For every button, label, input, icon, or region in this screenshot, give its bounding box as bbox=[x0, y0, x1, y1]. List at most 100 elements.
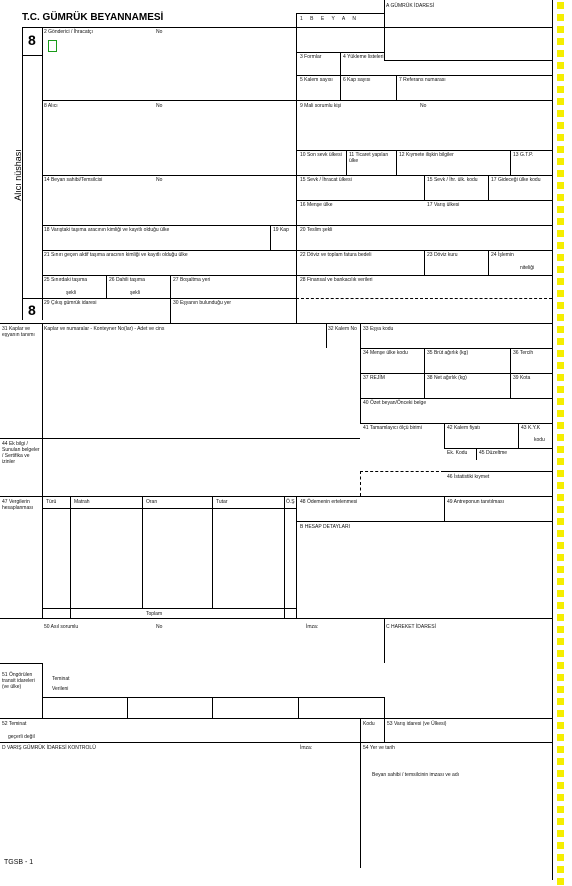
perforation-mark bbox=[557, 74, 564, 81]
tax-h0: Türü bbox=[46, 499, 57, 505]
f39-label: 39 Kota bbox=[513, 375, 531, 381]
f31-label: 31 Kaplar ve eşyanın tanımı bbox=[2, 326, 35, 338]
perforation-mark bbox=[557, 26, 564, 33]
perforation-mark bbox=[557, 422, 564, 429]
perforation-mark bbox=[557, 266, 564, 273]
perforation-mark bbox=[557, 542, 564, 549]
beyan-label: 1 B E Y A N bbox=[300, 16, 359, 22]
copy-number-bottom: 8 bbox=[28, 302, 36, 318]
fB-label: B HESAP DETAYLARI bbox=[300, 524, 351, 530]
f9-no-label: No bbox=[420, 103, 427, 109]
perforation-mark bbox=[557, 374, 564, 381]
f35-label: 35 Brüt ağırlık (kg) bbox=[427, 350, 469, 356]
perforation-mark bbox=[557, 278, 564, 285]
f2-label: 2 Gönderici / İhracatçı bbox=[44, 29, 93, 35]
f2-no-label: No bbox=[156, 29, 163, 35]
f27-label: 27 Boşaltma yeri bbox=[173, 277, 211, 283]
f43-label: 43 K.Y.K bbox=[521, 425, 541, 431]
perforation-mark bbox=[557, 362, 564, 369]
f23-label: 23 Döviz kuru bbox=[427, 252, 458, 258]
perforation-mark bbox=[557, 134, 564, 141]
perforation-mark bbox=[557, 38, 564, 45]
perforation-mark bbox=[557, 326, 564, 333]
perforation-mark bbox=[557, 230, 564, 237]
f32-label: 32 Kalem No bbox=[328, 326, 357, 332]
perforation-mark bbox=[557, 386, 564, 393]
f8-label: 8 Alıcı bbox=[44, 103, 58, 109]
perforation-mark bbox=[557, 602, 564, 609]
f3-label: 3 Formlar bbox=[300, 54, 322, 60]
perforation-mark bbox=[557, 194, 564, 201]
perforation-mark bbox=[557, 590, 564, 597]
f17-label: 17 Gideceği ülke kodu bbox=[491, 177, 541, 183]
perforation-mark bbox=[557, 614, 564, 621]
copy-number-top: 8 bbox=[28, 32, 36, 48]
perforation-mark bbox=[557, 206, 564, 213]
f30-label: 30 Eşyanın bulunduğu yer bbox=[173, 300, 232, 306]
f31b-label: Kaplar ve numaralar - Konteyner No(lar) … bbox=[44, 326, 165, 332]
f7-label: 7 Referans numarası bbox=[399, 77, 446, 83]
f45-label: 45 Düzeltme bbox=[479, 450, 508, 456]
f25-seki: şekli bbox=[66, 290, 77, 296]
f33-label: 33 Eşya kodu bbox=[363, 326, 394, 332]
perforation-mark bbox=[557, 770, 564, 777]
f5-label: 5 Kalem sayısı bbox=[300, 77, 333, 83]
fC-label: C HAREKET İDARESİ bbox=[386, 624, 436, 630]
perforation-mark bbox=[557, 242, 564, 249]
imza2-label: İmza: bbox=[300, 745, 313, 751]
f54-label: 54 Yer ve tarih bbox=[363, 745, 395, 751]
perforation-mark bbox=[557, 518, 564, 525]
perforation-mark bbox=[557, 722, 564, 729]
perforation-mark bbox=[557, 338, 564, 345]
f46-label: 46 İstatistiki kıymet bbox=[447, 474, 490, 480]
perforation-mark bbox=[557, 746, 564, 753]
perforation-mark bbox=[557, 854, 564, 861]
f12-label: 12 Kıymete ilişkin bilgiler bbox=[399, 152, 454, 158]
f53-label: 53 Varış idaresi (ve Ülkesi) bbox=[387, 721, 447, 727]
perforation-mark bbox=[557, 350, 564, 357]
perforation-mark bbox=[557, 650, 564, 657]
perforation-mark bbox=[557, 482, 564, 489]
f15-label: 15 Sevk / İhracat ülkesi bbox=[300, 177, 352, 183]
teminat-label: Teminat bbox=[52, 676, 70, 682]
f29-label: 29 Çıkış gümrük idaresi bbox=[44, 300, 97, 306]
verilen-label: Verileni bbox=[52, 686, 69, 692]
perforation-mark bbox=[557, 398, 564, 405]
perforation-mark bbox=[557, 50, 564, 57]
perforation-mark bbox=[557, 878, 564, 885]
f36-label: 36 Tercih bbox=[513, 350, 534, 356]
f28-label: 28 Finansal ve bankacılık verileri bbox=[300, 277, 373, 283]
perforation-mark bbox=[557, 302, 564, 309]
perforation-mark bbox=[557, 434, 564, 441]
f50-label: 50 Asıl sorumlu bbox=[44, 624, 79, 630]
tax-h4: Ö.Ş bbox=[286, 499, 295, 505]
f26-seki: şekli bbox=[130, 290, 141, 296]
copy-checkbox[interactable] bbox=[48, 40, 57, 52]
perforation-mark bbox=[557, 506, 564, 513]
f19-label: 19 Kap bbox=[273, 227, 289, 233]
perforation-mark bbox=[557, 566, 564, 573]
f24b-label: niteliği bbox=[520, 265, 535, 271]
perforation-mark bbox=[557, 218, 564, 225]
f18-label: 18 Varıştaki taşıma aracının kimliği ve … bbox=[44, 227, 170, 233]
tax-h3: Tutar bbox=[216, 499, 228, 505]
f54b-label: Beyan sahibi / temsilcinin imzası ve adı bbox=[372, 772, 459, 778]
f47-label: 47 Vergilerin hesaplanması bbox=[2, 499, 34, 511]
f44b-label: Ek. Kodu bbox=[447, 450, 468, 456]
f41-label: 41 Tamamlayıcı ölçü birimi bbox=[363, 425, 422, 431]
perforation-mark bbox=[557, 122, 564, 129]
perforation-mark bbox=[557, 98, 564, 105]
top-office-label: A GÜMRÜK İDARESİ bbox=[386, 3, 435, 9]
perforation-mark bbox=[557, 842, 564, 849]
f42-label: 42 Kalem fiyatı bbox=[447, 425, 481, 431]
f6-label: 6 Kap sayısı bbox=[343, 77, 371, 83]
f13-label: 13 G.T.P. bbox=[513, 152, 534, 158]
perforation-mark bbox=[557, 290, 564, 297]
form-title: T.C. GÜMRÜK BEYANNAMESİ bbox=[22, 12, 164, 23]
f8-no-label: No bbox=[156, 103, 163, 109]
perforation-mark bbox=[557, 758, 564, 765]
perforation-mark bbox=[557, 158, 564, 165]
perforation-mark bbox=[557, 578, 564, 585]
perforation-mark bbox=[557, 410, 564, 417]
f20-label: 20 Teslim şekli bbox=[300, 227, 333, 233]
